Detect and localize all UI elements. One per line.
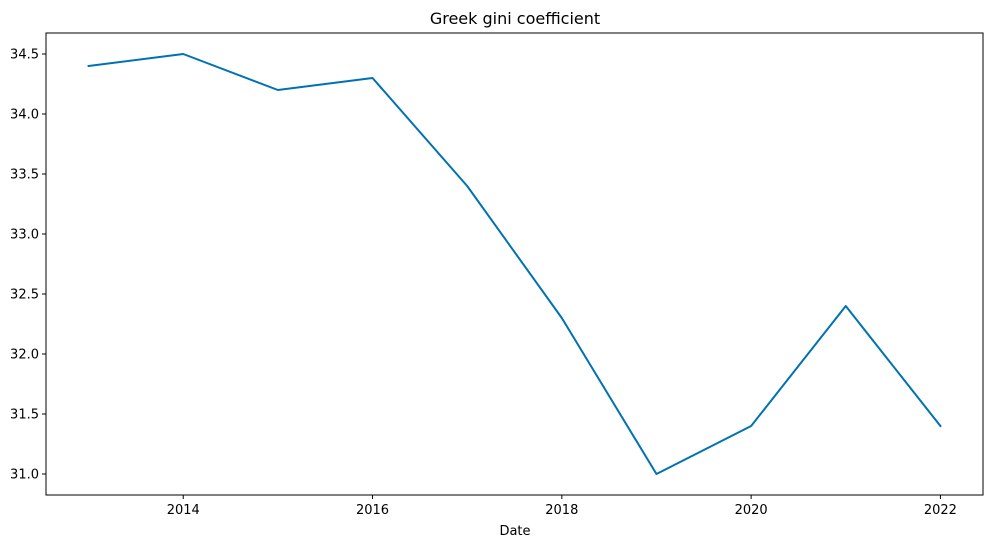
y-tick-label: 34.0 <box>10 108 39 123</box>
data-point <box>655 473 657 475</box>
data-point <box>466 185 468 187</box>
y-tick-label: 31.0 <box>10 468 39 483</box>
y-tick-label: 32.0 <box>10 348 39 363</box>
data-point <box>845 305 847 307</box>
y-tick-label: 33.5 <box>10 168 39 183</box>
x-tick-label: 2018 <box>545 503 578 518</box>
y-axis: 31.0 31.5 32.0 32.5 33.0 33.5 34.0 34.5 <box>10 48 46 483</box>
data-point <box>182 53 184 55</box>
y-tick-label: 31.5 <box>10 408 39 423</box>
x-axis: 2014 2016 2018 2020 2022 <box>167 495 957 518</box>
series-line <box>87 53 942 475</box>
y-tick-label: 32.5 <box>10 288 39 303</box>
x-tick-label: 2014 <box>167 503 200 518</box>
data-point <box>88 65 90 67</box>
y-tick-label: 33.0 <box>10 228 39 243</box>
x-tick-label: 2020 <box>735 503 768 518</box>
plot-area-frame <box>45 32 984 496</box>
data-point <box>939 425 941 427</box>
chart-title: Greek gini coefficient <box>430 9 600 28</box>
data-point <box>561 317 563 319</box>
data-point <box>750 425 752 427</box>
x-tick-label: 2016 <box>356 503 389 518</box>
series-layer <box>87 53 942 475</box>
x-axis-title: Date <box>499 524 530 539</box>
data-point <box>372 77 374 79</box>
y-tick-label: 34.5 <box>10 48 39 63</box>
data-point <box>277 89 279 91</box>
x-tick-label: 2022 <box>924 503 957 518</box>
